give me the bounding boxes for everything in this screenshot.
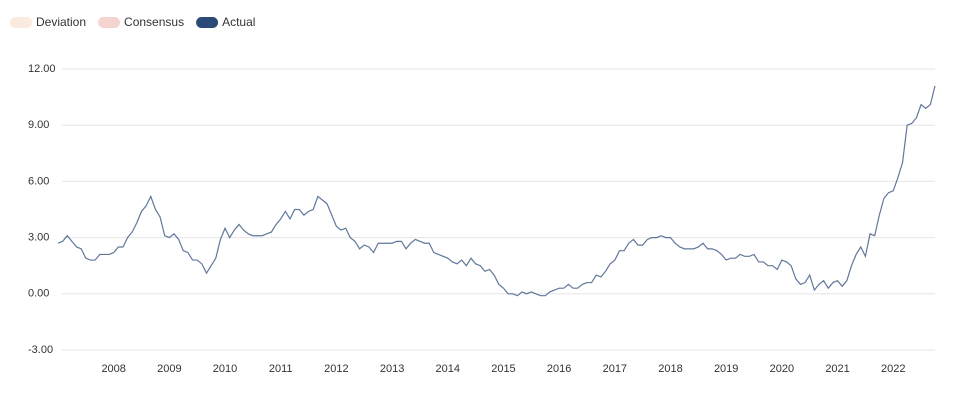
x-tick-label: 2011: [269, 363, 293, 375]
x-tick-label: 2015: [491, 363, 515, 375]
legend: Deviation Consensus Actual: [10, 15, 255, 29]
x-tick-label: 2010: [213, 363, 237, 375]
legend-label[interactable]: Deviation: [36, 15, 86, 29]
x-tick-label: 2016: [547, 363, 571, 375]
y-tick-label: 9.00: [28, 119, 49, 131]
legend-label[interactable]: Consensus: [124, 15, 184, 29]
x-tick-label: 2018: [658, 363, 682, 375]
x-tick-label: 2009: [157, 363, 181, 375]
legend-item[interactable]: Deviation: [10, 15, 86, 29]
legend-swatch[interactable]: [10, 17, 32, 28]
y-tick-label: 3.00: [28, 232, 49, 244]
x-tick-label: 2019: [714, 363, 738, 375]
x-tick-label: 2017: [603, 363, 627, 375]
x-tick-label: 2013: [380, 363, 404, 375]
x-tick-label: 2012: [324, 363, 348, 375]
series-line: [57, 85, 936, 297]
x-tick-label: 2022: [881, 363, 905, 375]
legend-item[interactable]: Actual: [196, 15, 255, 29]
legend-item[interactable]: Consensus: [98, 15, 184, 29]
legend-swatch[interactable]: [98, 17, 121, 28]
legend-swatch[interactable]: [196, 17, 219, 28]
y-tick-label: 0.00: [28, 288, 49, 300]
y-tick-label: 6.00: [28, 175, 49, 187]
legend-label[interactable]: Actual: [222, 15, 255, 29]
y-tick-label: 12.00: [28, 63, 56, 75]
x-tick-label: 2020: [770, 363, 794, 375]
x-tick-label: 2008: [101, 363, 125, 375]
x-tick-label: 2014: [436, 363, 460, 375]
y-tick-label: -3.00: [28, 344, 53, 356]
x-tick-label: 2021: [825, 363, 849, 375]
